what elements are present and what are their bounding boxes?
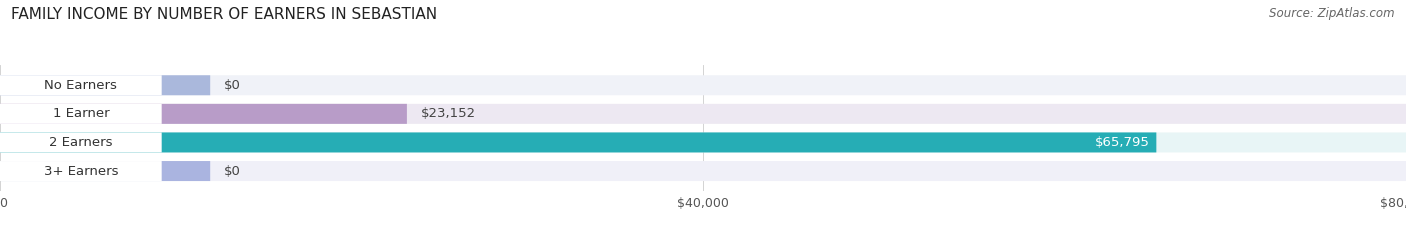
FancyBboxPatch shape xyxy=(0,104,1406,124)
Text: No Earners: No Earners xyxy=(45,79,117,92)
Text: $65,795: $65,795 xyxy=(1094,136,1149,149)
Text: FAMILY INCOME BY NUMBER OF EARNERS IN SEBASTIAN: FAMILY INCOME BY NUMBER OF EARNERS IN SE… xyxy=(11,7,437,22)
FancyBboxPatch shape xyxy=(0,132,162,152)
FancyBboxPatch shape xyxy=(0,104,406,124)
Text: $23,152: $23,152 xyxy=(420,107,477,120)
Text: 2 Earners: 2 Earners xyxy=(49,136,112,149)
Text: 1 Earner: 1 Earner xyxy=(52,107,110,120)
FancyBboxPatch shape xyxy=(0,161,1406,181)
Text: $0: $0 xyxy=(225,79,242,92)
Text: 3+ Earners: 3+ Earners xyxy=(44,164,118,178)
FancyBboxPatch shape xyxy=(0,104,162,124)
FancyBboxPatch shape xyxy=(0,161,211,181)
FancyBboxPatch shape xyxy=(0,132,1406,152)
FancyBboxPatch shape xyxy=(0,75,211,95)
Text: $0: $0 xyxy=(225,164,242,178)
FancyBboxPatch shape xyxy=(0,75,162,95)
Text: Source: ZipAtlas.com: Source: ZipAtlas.com xyxy=(1270,7,1395,20)
FancyBboxPatch shape xyxy=(0,161,162,181)
FancyBboxPatch shape xyxy=(0,132,1156,152)
FancyBboxPatch shape xyxy=(0,75,1406,95)
